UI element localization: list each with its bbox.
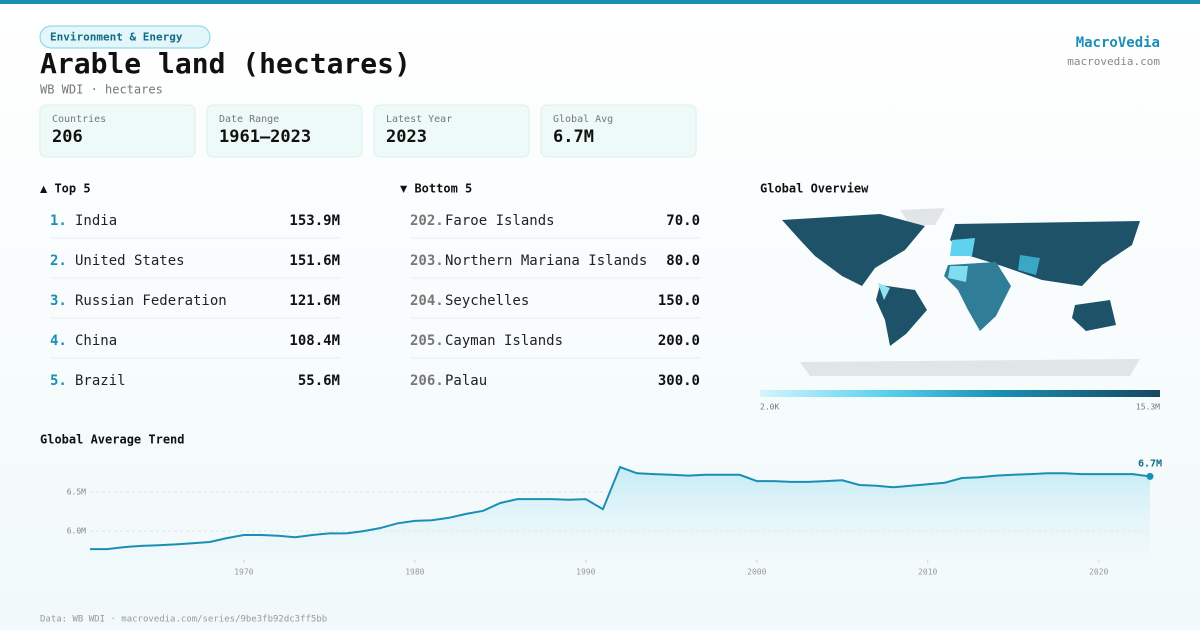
- land: [900, 208, 945, 225]
- stat-card: [540, 104, 697, 158]
- country: Russian Federation: [75, 293, 227, 309]
- country-value: 108.4M: [289, 333, 340, 349]
- country: China: [75, 333, 117, 349]
- rank: 4.: [50, 333, 67, 349]
- value-label: 6.7M: [1138, 458, 1162, 469]
- area: [90, 467, 1150, 560]
- chart-title: Global Average Trend: [40, 433, 185, 447]
- country-value: 121.6M: [289, 293, 340, 309]
- subtitle: WB WDI · hectares: [40, 83, 163, 97]
- scale-min: 2.0K: [760, 403, 779, 412]
- country-value: 200.0: [658, 333, 700, 349]
- stat-card: [373, 104, 530, 158]
- line: [90, 465, 1151, 551]
- title: Arable land (hectares): [40, 47, 411, 80]
- stat-label: Countries: [52, 114, 106, 125]
- x-tick-label: 2020: [1089, 568, 1108, 577]
- stat-value: 1961–2023: [219, 127, 311, 147]
- land: [1072, 300, 1116, 331]
- stats: Countries 206 Date Range 1961–2023 Latest Ye…: [39, 104, 697, 158]
- rankings: ▲ Top 5 1. India 153.9M 2. United States 151.6…: [40, 182, 700, 389]
- land: [800, 359, 1140, 376]
- stat-card: [39, 104, 196, 158]
- top-bar: [0, 0, 1200, 4]
- tag: Environment & Energy: [50, 31, 183, 44]
- stat-label: Latest Year: [386, 114, 452, 125]
- color-scale: [760, 390, 1160, 397]
- end-point: [1146, 472, 1154, 480]
- x-tick-label: 1980: [405, 568, 424, 577]
- map-title: Global Overview: [760, 182, 869, 196]
- rank: 205.: [410, 333, 444, 349]
- rank: 202.: [410, 213, 444, 229]
- x-tick-label: 1970: [234, 568, 253, 577]
- rank: 5.: [50, 373, 67, 389]
- rank: 204.: [410, 293, 444, 309]
- land: [782, 214, 925, 286]
- stat-label: Date Range: [219, 114, 279, 125]
- scale-max: 15.3M: [1136, 403, 1160, 412]
- country-value: 70.0: [666, 213, 700, 229]
- brand: MacroVedia: [1076, 35, 1160, 51]
- x-tick-label: 1990: [576, 568, 595, 577]
- country-value: 153.9M: [289, 213, 340, 229]
- stat-value: 206: [52, 127, 83, 147]
- land: [950, 238, 975, 256]
- land: [948, 266, 968, 282]
- country: Cayman Islands: [445, 333, 563, 349]
- land: [878, 283, 890, 300]
- country-value: 150.0: [658, 293, 700, 309]
- country: United States: [75, 253, 185, 269]
- world-map: [782, 208, 1140, 376]
- y-tick-label: 6.5M: [67, 488, 86, 497]
- country-value: 80.0: [666, 253, 700, 269]
- site: macrovedia.com: [1067, 55, 1160, 68]
- y-tick-label: 6.0M: [67, 527, 86, 536]
- chart: 6.0M 6.5M 1970 1980 1990 2000 2010 2020 6.7M: [67, 458, 1162, 576]
- list-title: ▼ Bottom 5: [400, 182, 472, 196]
- land: [1018, 255, 1040, 275]
- stat-value: 6.7M: [553, 127, 594, 147]
- rank: 1.: [50, 213, 67, 229]
- country: Faroe Islands: [445, 213, 555, 229]
- rank: 2.: [50, 253, 67, 269]
- stat-value: 2023: [386, 127, 427, 147]
- country-value: 151.6M: [289, 253, 340, 269]
- country: Seychelles: [445, 293, 529, 309]
- land: [950, 221, 1140, 286]
- rank: 3.: [50, 293, 67, 309]
- country: Brazil: [75, 373, 126, 389]
- rank: 203.: [410, 253, 444, 269]
- x-tick-label: 2010: [918, 568, 937, 577]
- country-value: 55.6M: [298, 373, 340, 389]
- rank: 206.: [410, 373, 444, 389]
- country: Palau: [445, 373, 487, 389]
- country: India: [75, 213, 117, 229]
- list-title: ▲ Top 5: [40, 182, 91, 196]
- stat-card: [206, 104, 363, 158]
- footer: Data: WB WDI · macrovedia.com/series/9be…: [40, 615, 327, 625]
- tag-pill: [39, 25, 211, 49]
- land: [876, 285, 927, 346]
- country: Northern Mariana Islands: [445, 253, 647, 269]
- country-value: 300.0: [658, 373, 700, 389]
- stat-label: Global Avg: [553, 114, 613, 125]
- x-tick-label: 2000: [747, 568, 766, 577]
